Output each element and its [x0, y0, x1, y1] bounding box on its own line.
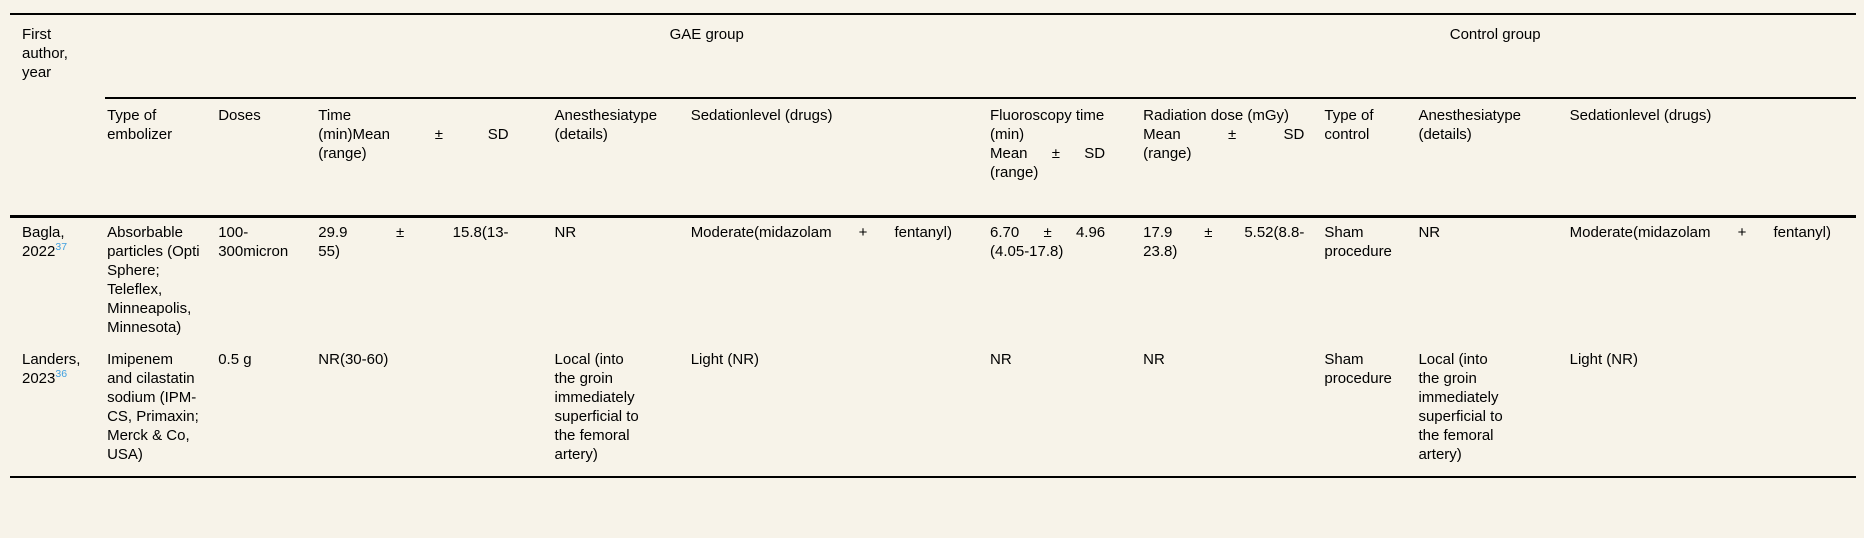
- col-header-type-of-control: Type of control: [1322, 98, 1417, 218]
- col-header-anesthesia-gae: Anesthesiatype (details): [552, 98, 689, 218]
- author-name: Landers,: [22, 351, 81, 368]
- col-header-type-of-embolizer: Type of embolizer: [105, 98, 217, 218]
- citation-reference-link[interactable]: 36: [55, 368, 68, 380]
- cell-radiation-dose: 17.9 ±5.52(8.8- 23.8): [1143, 224, 1305, 260]
- study-characteristics-table: First author, year GAE group Control gro…: [10, 13, 1856, 478]
- group-header-gae: GAE group: [105, 14, 1323, 99]
- author-name: Bagla,: [22, 224, 65, 241]
- cell-doses: 100-300micron: [218, 224, 289, 260]
- header-line: Type of: [1324, 107, 1374, 124]
- table-row-bagla-2022: Bagla, 202237 Absorbable particles (Opti…: [10, 217, 1856, 346]
- header-line: Radiation dose (mGy): [1143, 107, 1290, 124]
- cell-sedation-gae: Moderate(midazolam + fentanyl): [690, 224, 952, 241]
- header-line: (range): [318, 145, 367, 162]
- cell-type-of-control: Sham procedure: [1324, 351, 1392, 387]
- col-header-radiation-dose: Radiation dose (mGy) Mean ± SD (range): [1141, 98, 1323, 218]
- col-header-time: Time (min)Mean ± SD (range): [316, 98, 553, 218]
- header-line: First: [22, 26, 52, 43]
- col-header-fluoroscopy-time: Fluoroscopy time (min) Mean ± SD (range): [988, 98, 1142, 218]
- cell-radiation-dose: NR: [1143, 351, 1165, 368]
- cell-anesthesia-gae: Local (into the groin immediately superf…: [554, 351, 639, 463]
- header-line: embolizer: [107, 126, 173, 143]
- cell-time: NR(30-60): [318, 351, 389, 368]
- col-header-sedation-gae: Sedationlevel (drugs): [688, 98, 988, 218]
- col-header-anesthesia-control: Anesthesiatype (details): [1416, 98, 1568, 218]
- header-line-justified: Mean ± SD: [1143, 126, 1305, 143]
- cell-sedation-control: Light (NR): [1569, 351, 1638, 368]
- cell-first-author-year: Bagla, 202237: [10, 217, 105, 346]
- header-line: Anesthesiatype: [554, 107, 658, 124]
- header-line: author,: [22, 45, 68, 62]
- cell-sedation-gae: Light (NR): [690, 351, 760, 368]
- header-line: Fluoroscopy time: [990, 107, 1105, 124]
- header-line: (details): [1418, 126, 1472, 143]
- cell-first-author-year: Landers, 202336: [10, 345, 105, 477]
- group-header-control: Control group: [1322, 14, 1856, 99]
- header-line-justified: Mean ± SD: [990, 145, 1106, 162]
- cell-doses: 0.5 g: [218, 351, 252, 368]
- author-year: 202336: [22, 368, 68, 387]
- cell-fluoroscopy-time: 6.70 ±4.96 (4.05-17.8): [990, 224, 1106, 260]
- col-header-sedation-control: Sedationlevel (drugs): [1567, 98, 1856, 218]
- cell-anesthesia-control: Local (into the groin immediately superf…: [1418, 351, 1503, 463]
- group-header-row: First author, year GAE group Control gro…: [10, 14, 1856, 218]
- header-line: control: [1324, 126, 1370, 143]
- citation-reference-link[interactable]: 37: [55, 241, 68, 253]
- col-header-doses: Doses: [216, 98, 317, 218]
- author-year: 202237: [22, 241, 68, 260]
- cell-time: 29.9 ±15.8(13- 55): [318, 224, 509, 260]
- header-line: (range): [990, 164, 1039, 181]
- header-line: Type of: [107, 107, 157, 124]
- header-line: (range): [1143, 145, 1192, 162]
- header-line: Anesthesiatype: [1418, 107, 1522, 124]
- cell-sedation-control: Moderate(midazolam + fentanyl): [1569, 224, 1831, 241]
- header-line: (details): [554, 126, 608, 143]
- header-line-justified: (min)Mean ± SD: [318, 126, 509, 143]
- cell-anesthesia-control: NR: [1418, 224, 1441, 241]
- table-row-landers-2023: Landers, 202336 Imipenem and cilastatin …: [10, 345, 1856, 477]
- header-line: Time: [318, 107, 352, 124]
- cell-anesthesia-gae: NR: [554, 224, 577, 241]
- cell-fluoroscopy-time: NR: [990, 351, 1012, 368]
- column-header-row: Type of embolizer Doses Time (min)Mean ± S…: [10, 98, 1856, 218]
- col-header-first-author-year: First author, year: [10, 14, 106, 218]
- header-line: (min): [990, 126, 1025, 143]
- cell-type-of-control: Sham procedure: [1324, 224, 1392, 260]
- header-line: year: [22, 64, 52, 81]
- cell-type-of-embolizer: Imipenem and cilastatin sodium (IPM-CS, …: [107, 351, 199, 463]
- cell-type-of-embolizer: Absorbable particles (Opti Sphere; Telef…: [107, 224, 200, 336]
